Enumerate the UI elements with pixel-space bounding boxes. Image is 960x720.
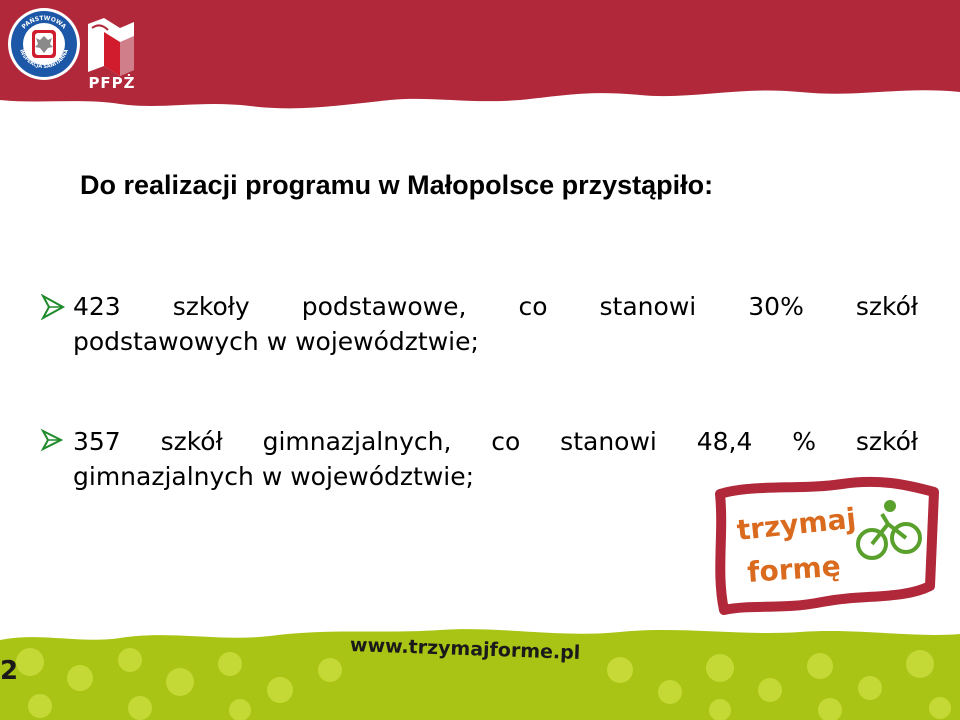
bullet-list: 423 szkoły podstawowe, co stanowi 30% sz… xyxy=(40,288,918,493)
arrowhead-bullet-icon xyxy=(40,428,64,452)
bullet-line-1: 423 szkoły podstawowe, co stanowi 30% sz… xyxy=(73,292,918,321)
list-item: 357 szkół gimnazjalnych, co stanowi 48,4… xyxy=(40,423,918,493)
cyclist-icon xyxy=(856,500,922,560)
bottom-band xyxy=(0,629,960,720)
trzymaj-forme-logo: trzymaj formę xyxy=(715,476,939,615)
bullet-line-1: 357 szkół gimnazjalnych, co stanowi 48,4… xyxy=(73,427,918,456)
slide-number: 2 xyxy=(0,656,19,686)
slide-title: Do realizacji programu w Małopolsce przy… xyxy=(80,170,714,200)
pfpz-logo-icon xyxy=(88,18,134,76)
bullet-line-2: podstawowych w województwie; xyxy=(73,327,479,356)
arrowhead-bullet-icon xyxy=(40,294,66,320)
list-item: 423 szkoły podstawowe, co stanowi 30% sz… xyxy=(40,288,918,423)
bullet-line-2: gimnazjalnych w województwie; xyxy=(73,462,475,491)
pfpz-logo-label: PFPŻ xyxy=(88,74,136,92)
brand-line-2: formę xyxy=(746,550,841,589)
state-sanitary-inspection-emblem-icon: PAŃSTWOWA INSPEKCJA SANITARNA xyxy=(8,8,80,80)
top-banner xyxy=(0,0,960,109)
